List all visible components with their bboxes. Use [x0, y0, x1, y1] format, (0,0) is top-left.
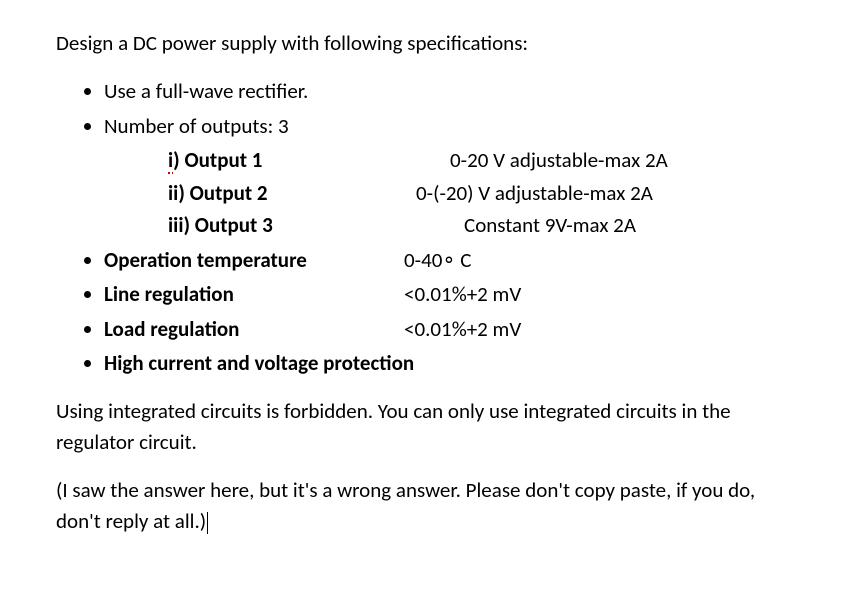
spec-list: Use a full-wave rectifier. Number of out…: [56, 76, 785, 378]
document-page: Design a DC power supply with following …: [0, 0, 841, 536]
op-temp-value: 0-40∘ C: [404, 245, 785, 275]
load-reg-label: Load regulation: [104, 314, 404, 344]
bullet-op-temp: Operation temperature 0-40∘ C: [104, 245, 785, 275]
note-warning-text: (I saw the answer here, but it's a wrong…: [56, 477, 755, 533]
output-3-detail: Constant 9V-max 2A: [298, 210, 785, 240]
bullet-outputs-text: Number of outputs: 3: [104, 113, 289, 139]
note-ic-forbidden: Using integrated circuits is forbidden. …: [56, 396, 785, 457]
bullet-line-reg: Line regulation <0.01%+2 mV: [104, 279, 785, 309]
output-1-row: i) Output 1 0-20 V adjustable-max 2A: [168, 145, 785, 175]
line-reg-value: <0.01%+2 mV: [404, 279, 785, 309]
intro-paragraph: Design a DC power supply with following …: [56, 28, 785, 58]
output-2-label: ii) Output 2: [168, 178, 298, 208]
bullet-outputs: Number of outputs: 3 i) Output 1 0-20 V …: [104, 111, 785, 241]
bullet-protection: High current and voltage protection: [104, 348, 785, 378]
output-1-label-rest: ) Output 1: [173, 147, 262, 173]
note-warning: (I saw the answer here, but it's a wrong…: [56, 475, 785, 536]
output-1-label: i) Output 1: [168, 145, 298, 175]
output-3-row: iii) Output 3 Constant 9V-max 2A: [168, 210, 785, 240]
output-1-label-i: i: [168, 147, 173, 173]
bullet-load-reg: Load regulation <0.01%+2 mV: [104, 314, 785, 344]
load-reg-value: <0.01%+2 mV: [404, 314, 785, 344]
op-temp-label: Operation temperature: [104, 245, 404, 275]
bullet-rectifier: Use a full-wave rectifier.: [104, 76, 785, 106]
output-2-row: ii) Output 2 0-(-20) V adjustable-max 2A: [168, 178, 785, 208]
output-2-detail: 0-(-20) V adjustable-max 2A: [298, 178, 785, 208]
output-3-label: iii) Output 3: [168, 210, 298, 240]
text-cursor: [207, 512, 208, 534]
outputs-sublist: i) Output 1 0-20 V adjustable-max 2A ii)…: [168, 145, 785, 240]
output-1-detail: 0-20 V adjustable-max 2A: [298, 145, 785, 175]
line-reg-label: Line regulation: [104, 279, 404, 309]
